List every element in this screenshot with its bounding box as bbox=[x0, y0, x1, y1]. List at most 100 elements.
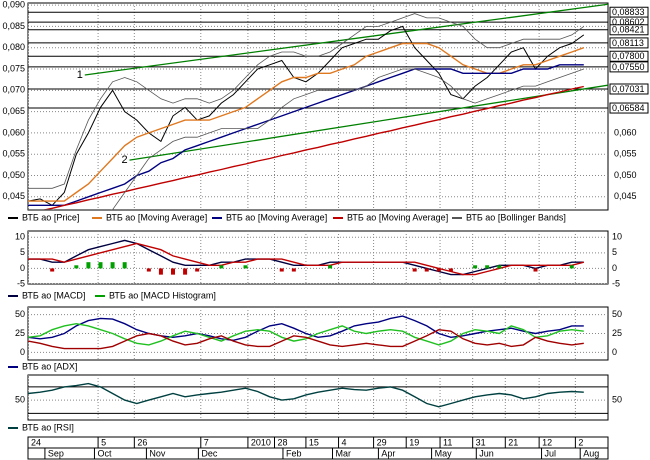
x-tick-label: 21 bbox=[508, 437, 518, 447]
x-month-label: Oct bbox=[97, 448, 112, 458]
x-month-label: Aug bbox=[583, 448, 599, 458]
level-box bbox=[609, 24, 649, 36]
x-month-label: Sep bbox=[48, 448, 64, 458]
x-month-label: Mar bbox=[336, 448, 352, 458]
x-month-label: Jul bbox=[545, 448, 557, 458]
x-tick-label: 26 bbox=[137, 437, 147, 447]
legend-label: ВТБ ао [Bollinger Bands] bbox=[466, 212, 566, 222]
level-label: 0,07800 bbox=[612, 51, 645, 61]
x-tick-label: 7 bbox=[204, 437, 209, 447]
x-tick-label: 2010 bbox=[251, 437, 271, 447]
trend-line bbox=[129, 84, 608, 161]
level-box bbox=[609, 61, 649, 73]
y-tick-label-right: -5 bbox=[612, 278, 620, 288]
y-tick-label: 0,070 bbox=[2, 85, 25, 95]
histogram-bar bbox=[533, 268, 538, 272]
y-tick-label: 0,085 bbox=[2, 21, 25, 31]
y-tick-label: 50 bbox=[15, 395, 25, 405]
y-tick-label: 0,080 bbox=[2, 42, 25, 52]
y-tick-label: 10 bbox=[15, 232, 25, 242]
level-label: 0,06584 bbox=[612, 103, 645, 113]
x-tick-label: 4 bbox=[342, 437, 347, 447]
x-tick-label: 31 bbox=[476, 437, 486, 447]
histogram-bar bbox=[158, 268, 163, 275]
bollinger-lower bbox=[28, 68, 584, 210]
x-month-label: Jun bbox=[479, 448, 494, 458]
x-month-label: May bbox=[435, 448, 453, 458]
y-tick-label: 0,065 bbox=[2, 106, 25, 116]
histogram-bar bbox=[448, 268, 453, 272]
histogram-bar bbox=[146, 268, 151, 272]
plot-frame bbox=[27, 230, 609, 285]
y-tick-label: 0 bbox=[20, 263, 25, 273]
histogram-bar bbox=[328, 265, 333, 269]
level-label: 0,07550 bbox=[612, 62, 645, 72]
histogram-bar bbox=[412, 268, 417, 272]
legend-label: ВТБ ао [Moving Average] bbox=[226, 212, 327, 222]
legend-label: ВТБ ао [MACD] bbox=[22, 290, 85, 300]
series-line bbox=[28, 64, 584, 206]
y-tick-label: 0,045 bbox=[2, 191, 25, 201]
y-tick-label-right: 0 bbox=[612, 347, 617, 357]
y-tick-label: 5 bbox=[20, 247, 25, 257]
bollinger-upper bbox=[28, 13, 585, 189]
histogram-bar bbox=[74, 265, 79, 269]
y-tick-label-right: 0,060 bbox=[614, 127, 637, 137]
series-line bbox=[28, 242, 584, 276]
y-tick-label: 0,090 bbox=[2, 0, 25, 10]
level-label: 0,08602 bbox=[612, 17, 645, 27]
x-tick-label: 29 bbox=[377, 437, 387, 447]
series-line bbox=[28, 382, 584, 408]
histogram-bar bbox=[569, 265, 574, 269]
histogram-bar bbox=[183, 268, 188, 275]
histogram-bar bbox=[98, 262, 103, 269]
trend-line bbox=[84, 3, 608, 76]
y-tick-label: 0,075 bbox=[2, 63, 25, 73]
x-month-label: Feb bbox=[286, 448, 302, 458]
y-tick-label: 0 bbox=[20, 347, 25, 357]
level-label: 0,08833 bbox=[612, 7, 645, 17]
level-box bbox=[609, 37, 649, 49]
plot-area bbox=[28, 307, 608, 360]
plot-area bbox=[28, 375, 608, 420]
level-label: 0,08113 bbox=[612, 38, 644, 48]
y-tick-label-right: 50 bbox=[612, 309, 622, 319]
legend-label: ВТБ ао [Moving Average] bbox=[106, 212, 207, 222]
series-line bbox=[28, 322, 584, 346]
histogram-bar bbox=[436, 268, 441, 272]
x-tick-label: 15 bbox=[309, 437, 319, 447]
level-box bbox=[609, 83, 649, 95]
level-box bbox=[609, 50, 649, 62]
y-tick-label: 0,055 bbox=[2, 149, 25, 159]
y-tick-label: 0,050 bbox=[2, 170, 25, 180]
y-tick-label-right: 5 bbox=[612, 247, 617, 257]
y-tick-label: 50 bbox=[15, 309, 25, 319]
level-box bbox=[609, 102, 649, 114]
x-tick-label: 11 bbox=[443, 437, 452, 447]
legend-label: ВТБ ао [ADX] bbox=[22, 361, 77, 371]
histogram-bar bbox=[86, 262, 91, 269]
plot-area bbox=[28, 3, 608, 210]
histogram-bar bbox=[497, 265, 502, 269]
y-tick-label: -5 bbox=[17, 278, 25, 288]
plot-frame bbox=[27, 2, 609, 211]
histogram-bar bbox=[122, 262, 127, 269]
x-tick-label: 28 bbox=[278, 437, 288, 447]
x-tick-label: 12 bbox=[542, 437, 552, 447]
histogram-bar bbox=[243, 265, 248, 269]
series-line bbox=[28, 328, 584, 350]
x-tick-label: 2 bbox=[578, 437, 583, 447]
histogram-bar bbox=[485, 265, 490, 269]
legend-label: ВТБ ао [Price] bbox=[22, 212, 79, 222]
y-tick-label: 25 bbox=[15, 328, 25, 338]
y-tick-label-right: 0,045 bbox=[614, 191, 637, 201]
y-tick-label: 0,060 bbox=[2, 127, 25, 137]
y-tick-label-right: 0,055 bbox=[614, 149, 637, 159]
y-tick-label-right: 50 bbox=[612, 395, 622, 405]
histogram-bar bbox=[473, 265, 478, 269]
y-tick-label-right: 25 bbox=[612, 328, 622, 338]
level-label: 0,07031 bbox=[612, 84, 645, 94]
legend-label: ВТБ ао [MACD Histogram] bbox=[109, 290, 216, 300]
legend-label: ВТБ ао [Moving Average] bbox=[347, 212, 448, 222]
